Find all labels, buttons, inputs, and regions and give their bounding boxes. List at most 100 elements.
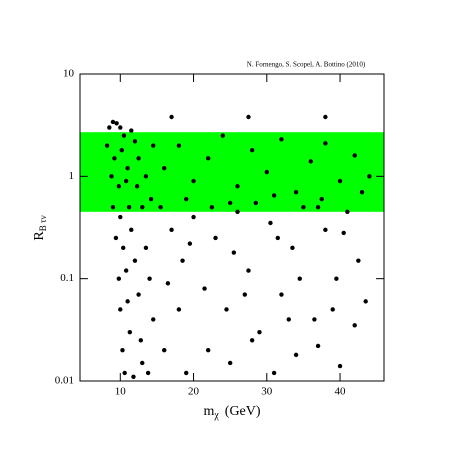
point: [235, 184, 240, 189]
band: [80, 132, 384, 212]
point: [127, 329, 133, 335]
point: [176, 307, 182, 312]
y-axis-label: RB τν: [32, 215, 48, 240]
y-tick-label: 1: [69, 170, 75, 182]
point: [118, 125, 123, 130]
point: [176, 143, 182, 148]
plot-frame: [79, 73, 385, 382]
point: [158, 204, 163, 210]
point: [147, 276, 152, 281]
point: [341, 230, 346, 236]
x-tick-label: 10: [115, 386, 127, 398]
point: [352, 323, 357, 328]
point: [220, 133, 226, 138]
point: [253, 200, 259, 206]
point: [323, 114, 328, 120]
point: [143, 245, 149, 251]
point: [337, 178, 343, 184]
point: [104, 143, 110, 148]
point: [118, 307, 123, 312]
point: [109, 174, 114, 179]
point: [202, 286, 207, 291]
point: [323, 227, 328, 233]
point: [148, 196, 154, 202]
x-tick-label: 40: [335, 386, 347, 398]
point: [268, 220, 273, 226]
point: [293, 189, 299, 195]
point: [125, 166, 130, 171]
point: [315, 204, 321, 210]
point: [138, 338, 143, 343]
point: [119, 148, 124, 153]
y-label-symbol: R: [32, 231, 47, 241]
point: [205, 347, 211, 353]
point: [126, 204, 132, 210]
point: [125, 299, 130, 304]
point: [131, 374, 136, 379]
point: [209, 204, 215, 210]
point: [293, 352, 299, 358]
point: [235, 209, 240, 215]
point: [191, 214, 196, 220]
point: [187, 241, 193, 246]
point: [143, 174, 149, 179]
x-label-unit: (GeV): [225, 404, 261, 419]
point: [107, 125, 112, 130]
point: [319, 196, 324, 202]
annotation: N. Fornengo, S. Scopel, A. Bottino (2010…: [247, 61, 366, 69]
point: [110, 119, 116, 125]
point: [286, 317, 291, 322]
point: [301, 204, 306, 210]
point: [337, 363, 343, 369]
point: [132, 139, 138, 144]
point: [162, 166, 167, 171]
point: [120, 347, 125, 353]
point: [312, 317, 317, 322]
point: [136, 292, 141, 297]
y-tick-label: 0.1: [60, 272, 74, 284]
point: [264, 169, 269, 175]
point: [129, 227, 134, 233]
point: [246, 114, 251, 120]
point: [205, 156, 211, 161]
point: [227, 360, 233, 366]
point: [122, 370, 127, 376]
point: [132, 258, 138, 263]
point: [330, 307, 335, 312]
point: [140, 204, 145, 210]
point: [151, 143, 156, 148]
point: [145, 370, 151, 376]
point: [116, 276, 122, 281]
point: [114, 121, 119, 126]
point: [297, 276, 302, 281]
x-tick-label: 20: [188, 386, 200, 398]
point: [231, 250, 237, 255]
point: [134, 184, 140, 189]
point: [345, 209, 350, 215]
point: [352, 153, 357, 158]
point: [162, 347, 167, 353]
point: [242, 292, 248, 297]
point: [290, 245, 295, 251]
point: [169, 114, 174, 120]
point: [165, 281, 171, 286]
point: [151, 317, 156, 322]
point: [323, 141, 328, 146]
point: [227, 200, 233, 206]
point: [136, 156, 141, 161]
point: [224, 307, 229, 312]
point: [249, 338, 255, 343]
point: [275, 235, 280, 241]
point: [180, 258, 185, 263]
point: [356, 258, 361, 263]
y-tick-label: 0.01: [55, 375, 74, 387]
point: [249, 148, 255, 153]
point: [121, 133, 127, 138]
point: [315, 343, 321, 349]
point: [191, 178, 196, 184]
point: [113, 235, 119, 241]
point: [112, 156, 117, 161]
point: [279, 137, 284, 142]
point: [363, 299, 368, 304]
